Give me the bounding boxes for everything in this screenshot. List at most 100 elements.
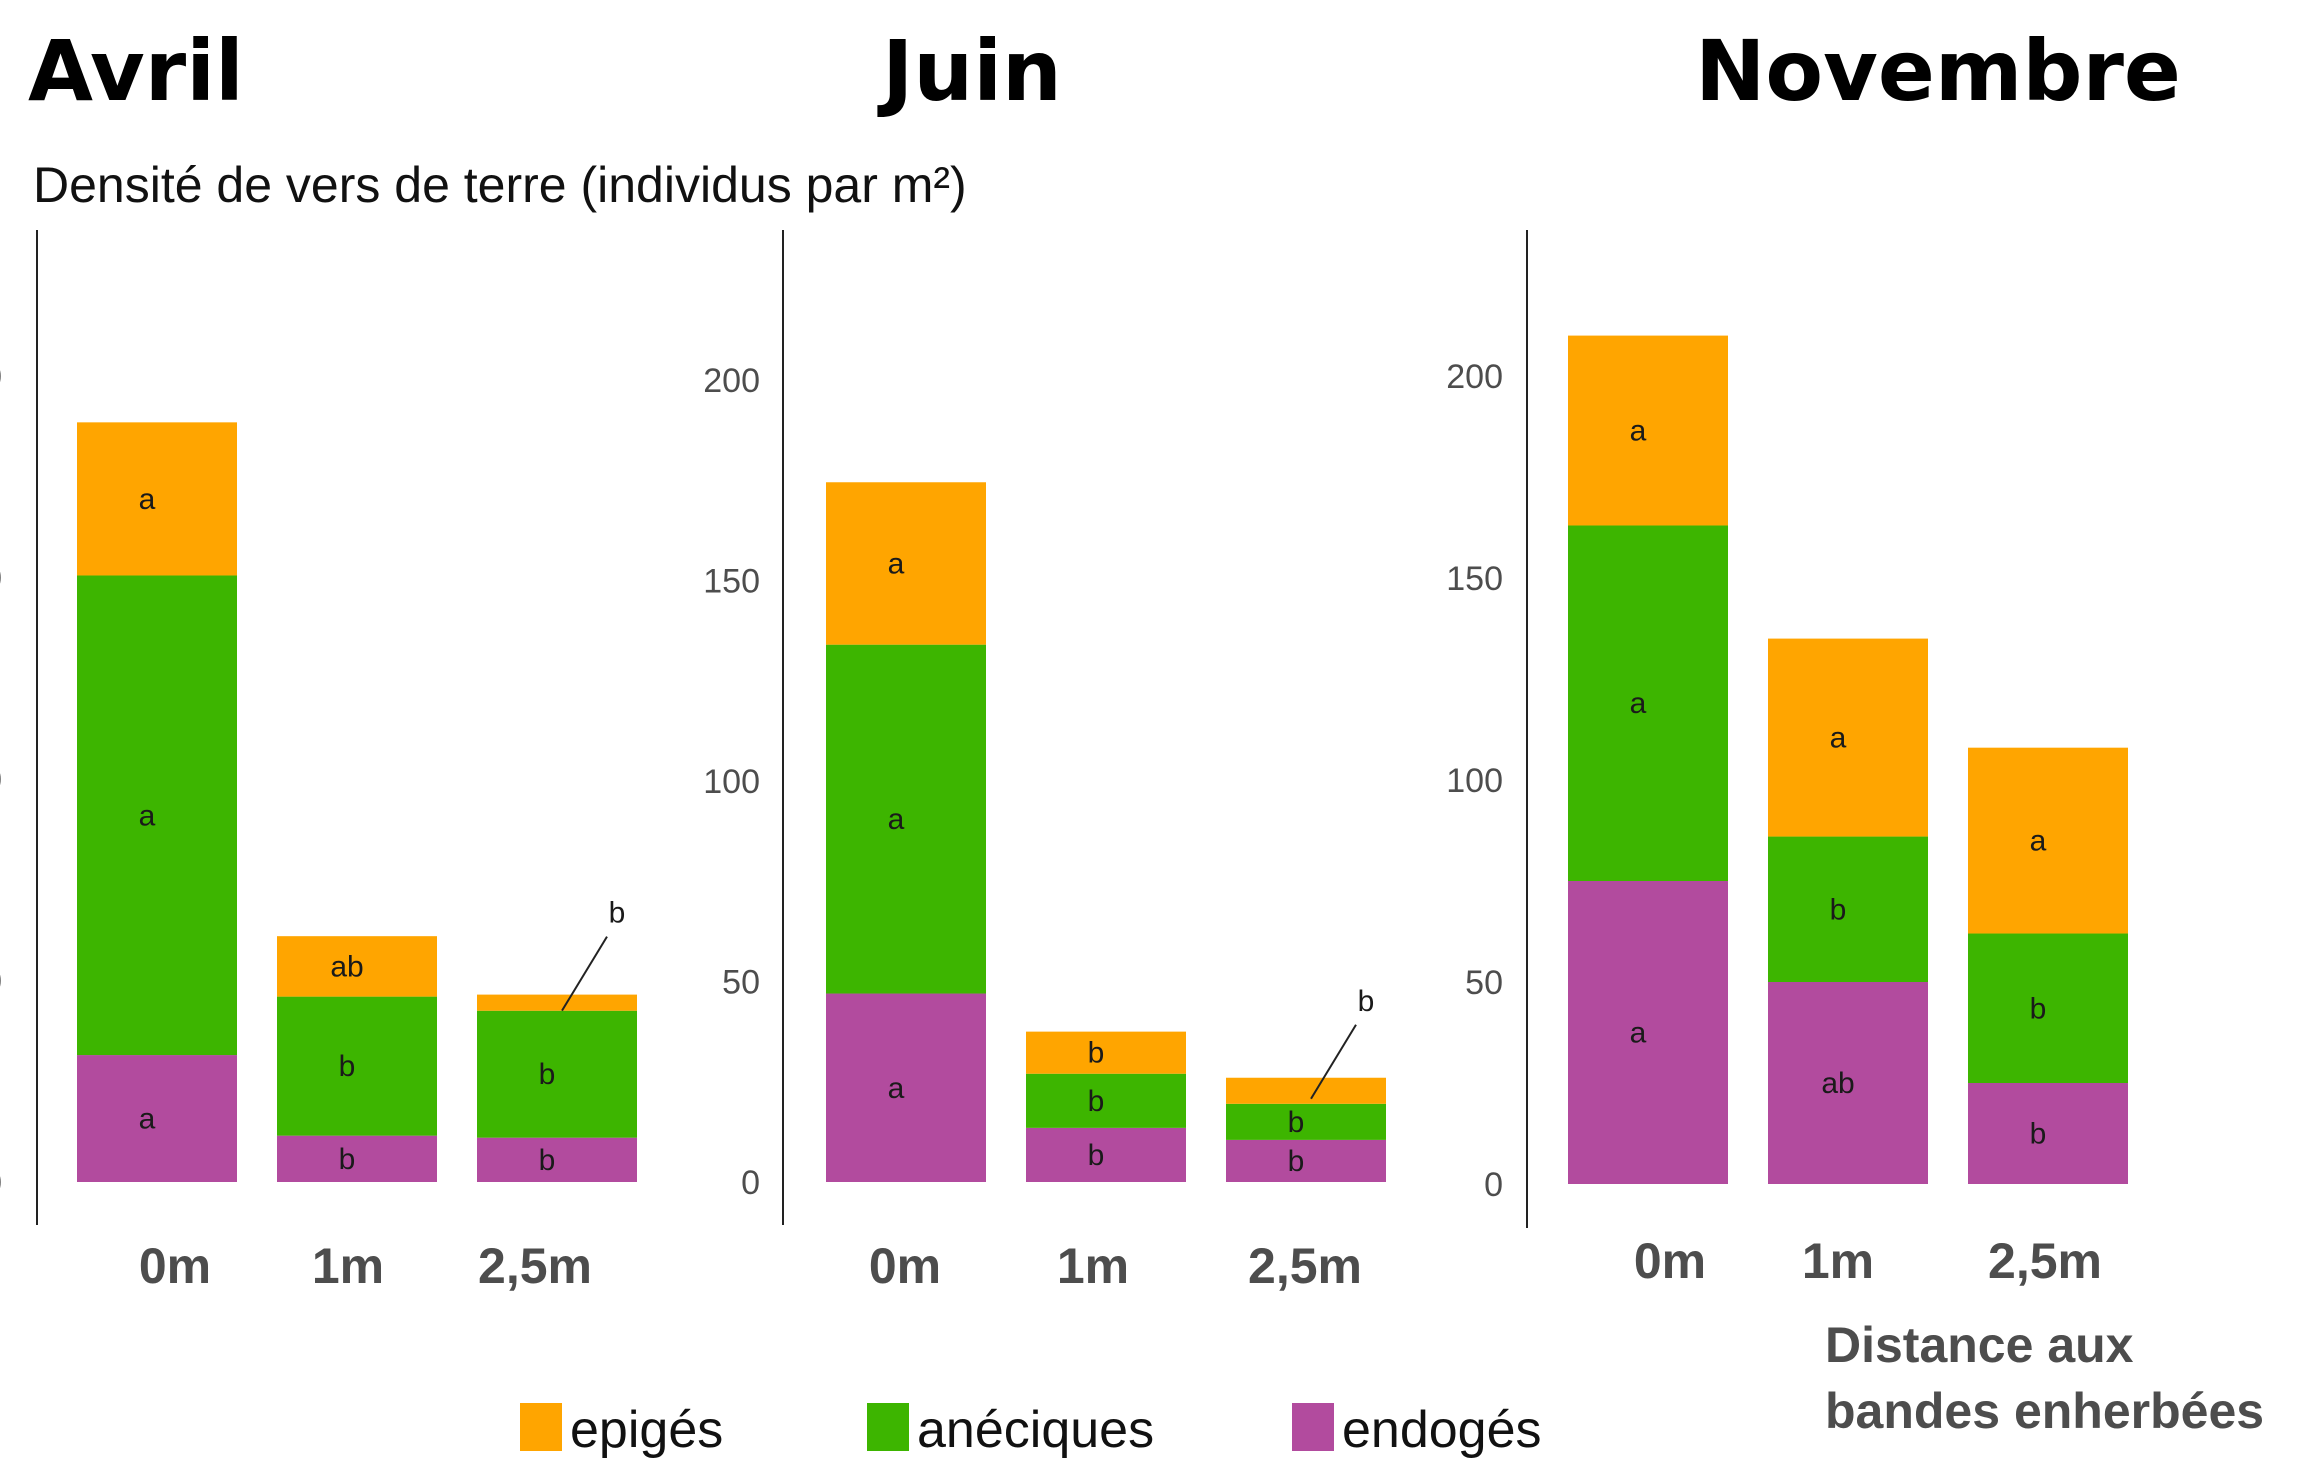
segment-letter: a [1630, 415, 1647, 448]
y-tick-label: 100 [0, 761, 2, 799]
y-tick-label: 200 [703, 362, 760, 400]
segment-letter: ab [1821, 1067, 1854, 1100]
y-tick-label: 100 [1446, 762, 1503, 800]
bar-segment [77, 422, 237, 576]
segment-letter: b [2030, 1118, 2047, 1151]
bar-segment [1568, 335, 1728, 526]
x-axis-title-line2: bandes enherbées [1825, 1383, 2264, 1439]
x-tick-label: 2,5m [1988, 1233, 2102, 1289]
legend-swatch-aneciques [867, 1403, 909, 1451]
panel-title-novembre: Novembre [1695, 22, 2181, 120]
bar-segment [1768, 638, 1928, 837]
bar-segment [826, 993, 986, 1182]
segment-letter: ab [330, 950, 363, 983]
segment-letter: b [1830, 893, 1847, 926]
y-tick-label: 200 [0, 358, 2, 396]
bar-segment [477, 1010, 637, 1138]
segment-letter: a [888, 547, 905, 580]
bar-segment [1026, 1073, 1186, 1128]
legend: epigés anéciques endogés [520, 1401, 1542, 1458]
bar-segment [477, 1137, 637, 1182]
bar-segment [277, 936, 437, 997]
segment-letter: a [1630, 687, 1647, 720]
y-tick-label: 150 [703, 563, 760, 601]
x-axis-title: Distance aux bandes enherbées [1825, 1317, 2264, 1439]
x-tick-label: 0m [1634, 1233, 1706, 1289]
chart-panels: 050100150200aaa0mbbab1mbbb2,5m0501001502… [0, 230, 2128, 1294]
bar-segment [1968, 747, 2128, 934]
bar-segment [77, 575, 237, 1056]
bar-segment [1768, 982, 1928, 1184]
bar-segment [1968, 1083, 2128, 1184]
bar-segment [1226, 1077, 1386, 1104]
bar-segment [277, 996, 437, 1136]
y-tick-label: 100 [703, 763, 760, 801]
bar-segment [1026, 1127, 1186, 1182]
bar-segment [1026, 1031, 1186, 1074]
legend-swatch-endoges [1292, 1403, 1334, 1451]
y-tick-label: 0 [0, 1164, 2, 1202]
segment-letter: a [2030, 825, 2047, 858]
annotation-leader [1310, 1024, 1357, 1100]
chart-panel-3: 0 50 100 150 200 a a a 0m ab b a 1m b b a 2,5m [1446, 230, 2128, 1289]
segment-letter: b [1358, 985, 1375, 1018]
segment-letter: b [1088, 1085, 1105, 1118]
y-tick-label: 50 [1465, 964, 1503, 1002]
segment-letter: a [139, 1103, 156, 1136]
segment-letter: b [1088, 1037, 1105, 1070]
bar-segment [1568, 881, 1728, 1184]
bar-segment [477, 994, 637, 1011]
x-tick-label: 2,5m [1248, 1238, 1362, 1294]
y-axis-title: Densité de vers de terre (individus par … [33, 157, 967, 213]
segment-letter: a [1630, 1017, 1647, 1050]
panel-title-juin: Juin [877, 22, 1062, 120]
y-tick-label: 0 [1484, 1166, 1503, 1204]
segment-letter: b [2030, 992, 2047, 1025]
legend-label-epiges: epigés [570, 1401, 723, 1458]
y-tick-label: 150 [1446, 560, 1503, 598]
segment-letter: a [139, 483, 156, 516]
bar-segment [77, 1055, 237, 1182]
segment-letter: a [888, 1072, 905, 1105]
segment-letter: b [609, 897, 626, 930]
segment-letter: b [539, 1144, 556, 1177]
bar-segment [826, 644, 986, 994]
x-tick-label: 0m [869, 1238, 941, 1294]
y-tick-label: 150 [0, 560, 2, 598]
annotation-leader [561, 936, 608, 1012]
panel-titles: Avril Juin Novembre [28, 22, 2181, 120]
bar-segment [1568, 525, 1728, 881]
segment-letter: b [1288, 1106, 1305, 1139]
bar-segment [1226, 1103, 1386, 1140]
x-tick-label: 1m [1802, 1233, 1874, 1289]
x-tick-label: 1m [312, 1238, 384, 1294]
bar-segment [1768, 836, 1928, 982]
x-axis-title-line1: Distance aux [1825, 1317, 2134, 1373]
y-tick-label: 50 [722, 964, 760, 1002]
segment-letter: b [1288, 1145, 1305, 1178]
legend-swatch-epiges [520, 1403, 562, 1451]
bar-segment [826, 482, 986, 645]
legend-label-aneciques: anéciques [917, 1401, 1154, 1458]
legend-label-endoges: endogés [1342, 1401, 1542, 1458]
x-tick-label: 2,5m [478, 1238, 592, 1294]
y-tick-label: 0 [741, 1164, 760, 1202]
segment-letter: a [1830, 722, 1847, 755]
chart-panel-1: 0 50 100 150 200 a a a 0m b b ab 1m b b b 2,5m [0, 230, 637, 1294]
bar-segment [1226, 1139, 1386, 1182]
segment-letter: b [539, 1058, 556, 1091]
x-tick-label: 1m [1057, 1238, 1129, 1294]
y-tick-label: 50 [0, 963, 2, 1001]
segment-letter: a [139, 799, 156, 832]
bar-segment [1968, 933, 2128, 1083]
panel-title-avril: Avril [28, 22, 244, 120]
bar-segment [277, 1135, 437, 1182]
x-tick-label: 0m [139, 1238, 211, 1294]
y-tick-label: 200 [1446, 358, 1503, 396]
segment-letter: b [339, 1050, 356, 1083]
segment-letter: a [888, 803, 905, 836]
segment-letter: b [339, 1143, 356, 1176]
segment-letter: b [1088, 1139, 1105, 1172]
